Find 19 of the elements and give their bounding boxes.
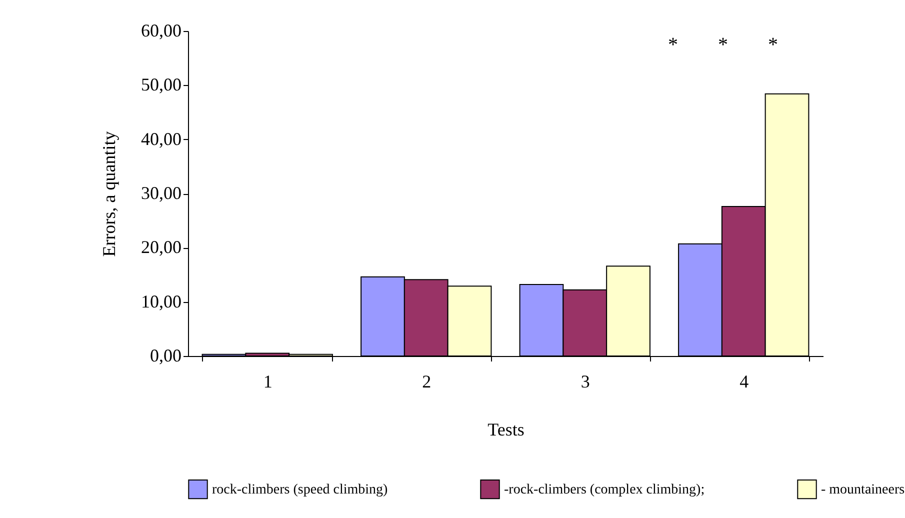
annotation: * (768, 34, 778, 56)
annotation: * (668, 34, 678, 56)
y-tick-label: 30,00 (141, 183, 182, 203)
y-axis-title: Errors, a quantity (99, 131, 119, 257)
y-tick-label: 20,00 (141, 237, 182, 258)
legend-label: rock-climbers (speed climbing) (212, 482, 388, 498)
y-tick-label: 0,00 (150, 346, 182, 366)
legend-label: -rock-climbers (complex climbing); (504, 482, 705, 498)
x-tick-label: 3 (580, 372, 590, 392)
x-tick-label: 2 (422, 372, 432, 392)
x-tick-label: 1 (263, 372, 272, 392)
legend-label: - mountaineers (821, 482, 905, 498)
x-axis-title: Tests (488, 420, 524, 440)
annotation: * (718, 34, 728, 56)
y-tick-label: 60,00 (141, 20, 182, 40)
x-tick-label: 4 (740, 372, 749, 392)
y-tick-label: 50,00 (141, 74, 182, 95)
y-tick-label: 40,00 (141, 128, 182, 149)
y-tick-label: 10,00 (141, 291, 182, 312)
